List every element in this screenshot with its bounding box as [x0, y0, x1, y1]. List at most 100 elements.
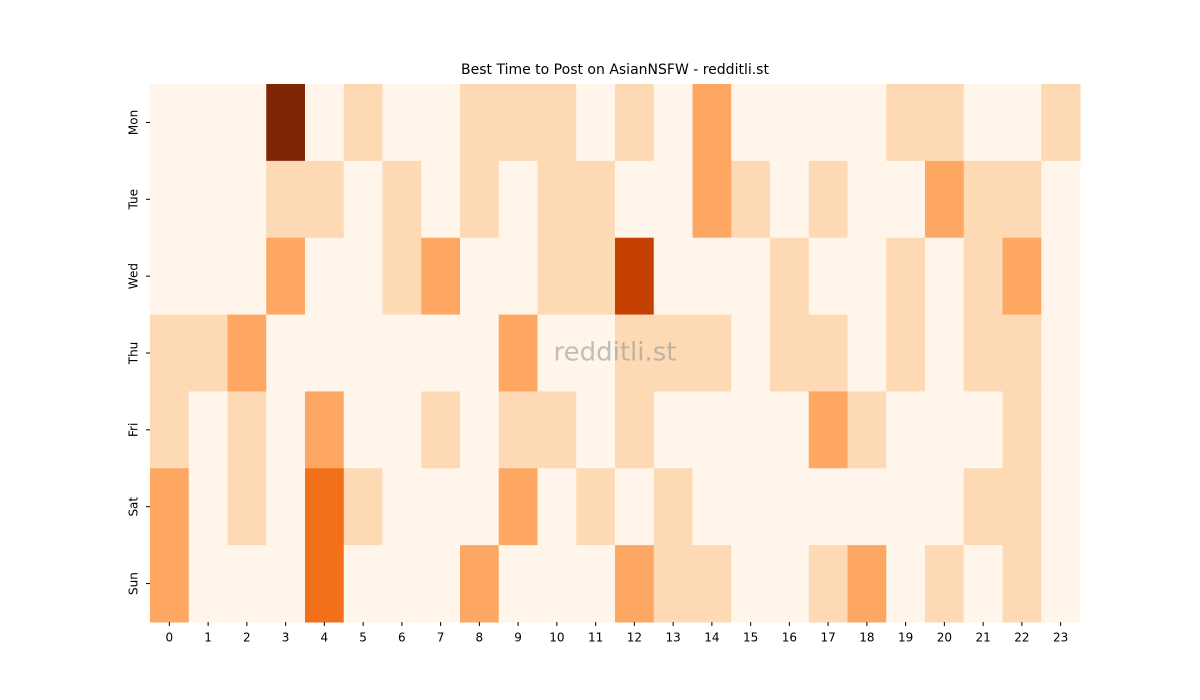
- heat-cell: [343, 84, 383, 162]
- heat-cell: [847, 160, 887, 239]
- x-tick-label: 18: [859, 631, 874, 645]
- heat-cell: [770, 314, 810, 392]
- heat-cell: [576, 468, 616, 546]
- heat-cell: [963, 237, 1003, 316]
- heat-cell: [576, 391, 616, 469]
- x-tick-label: 6: [398, 631, 406, 645]
- heat-cell: [576, 160, 616, 239]
- heat-cell: [731, 84, 771, 162]
- heat-cell: [731, 314, 771, 392]
- heat-cell: [731, 391, 771, 469]
- heat-cell: [421, 545, 461, 623]
- heat-cell: [1002, 314, 1042, 392]
- x-tick-label: 10: [549, 631, 564, 645]
- heat-cell: [731, 545, 771, 623]
- heat-cell: [925, 160, 965, 239]
- heat-cell: [653, 545, 693, 623]
- heat-cell: [692, 314, 732, 392]
- heat-cell: [925, 391, 965, 469]
- heat-cell: [227, 391, 267, 469]
- heat-cell: [188, 391, 228, 469]
- heat-cell: [576, 84, 616, 162]
- heat-cell: [343, 391, 383, 469]
- x-tick-label: 21: [975, 631, 990, 645]
- heat-cell: [770, 545, 810, 623]
- heat-cell: [498, 314, 538, 392]
- heat-cell: [343, 545, 383, 623]
- heat-cell: [692, 468, 732, 546]
- y-tick-label: Mon: [127, 110, 141, 135]
- heat-cell: [227, 468, 267, 546]
- heat-cell: [1002, 545, 1042, 623]
- heat-cell: [421, 160, 461, 239]
- heat-cell: [886, 160, 926, 239]
- heat-cell: [963, 545, 1003, 623]
- heat-cell: [266, 314, 306, 392]
- x-tick-label: 15: [743, 631, 758, 645]
- x-tick-label: 11: [588, 631, 603, 645]
- heat-cell: [692, 237, 732, 316]
- heat-cell: [808, 237, 848, 316]
- heat-cell: [615, 237, 655, 316]
- heat-cell: [925, 468, 965, 546]
- x-tick-label: 22: [1014, 631, 1029, 645]
- x-tick-label: 1: [204, 631, 212, 645]
- heat-cell: [615, 545, 655, 623]
- heat-cell: [150, 237, 190, 316]
- heat-cell: [537, 314, 577, 392]
- heat-cell: [847, 84, 887, 162]
- heat-cell: [460, 84, 500, 162]
- heat-cell: [537, 160, 577, 239]
- heat-cell: [847, 314, 887, 392]
- heat-cell: [653, 84, 693, 162]
- heat-cell: [615, 391, 655, 469]
- heat-cell: [188, 237, 228, 316]
- heat-cell: [770, 468, 810, 546]
- y-tick-label: Fri: [127, 423, 141, 437]
- heat-cell: [382, 468, 422, 546]
- heat-cell: [886, 84, 926, 162]
- heat-cell: [886, 314, 926, 392]
- heat-cell: [305, 468, 345, 546]
- heat-cell: [1041, 314, 1081, 392]
- x-tick-label: 5: [359, 631, 367, 645]
- heat-cell: [305, 160, 345, 239]
- heat-cell: [188, 468, 228, 546]
- heat-cell: [498, 237, 538, 316]
- heat-cell: [963, 160, 1003, 239]
- heat-cell: [421, 314, 461, 392]
- heat-cell: [498, 468, 538, 546]
- x-tick-label: 4: [321, 631, 329, 645]
- heat-cell: [963, 391, 1003, 469]
- heat-cell: [150, 160, 190, 239]
- heat-cell: [460, 314, 500, 392]
- heat-cell: [808, 314, 848, 392]
- heat-cell: [421, 237, 461, 316]
- heat-cell: [615, 160, 655, 239]
- heat-cell: [653, 160, 693, 239]
- heat-cell: [770, 391, 810, 469]
- heat-cell: [886, 237, 926, 316]
- heat-cell: [576, 314, 616, 392]
- x-tick-label: 0: [166, 631, 174, 645]
- heat-cell: [770, 237, 810, 316]
- heat-cell: [847, 391, 887, 469]
- heat-cell: [847, 237, 887, 316]
- y-tick-label: Tue: [127, 189, 141, 211]
- heat-cell: [1002, 391, 1042, 469]
- x-tick-label: 19: [898, 631, 913, 645]
- heat-cell: [421, 391, 461, 469]
- heat-cell: [537, 237, 577, 316]
- heat-cell: [615, 314, 655, 392]
- heat-cell: [537, 545, 577, 623]
- heat-cell: [266, 545, 306, 623]
- heat-cell: [343, 314, 383, 392]
- y-tick-label: Thu: [127, 342, 141, 366]
- heat-cell: [886, 391, 926, 469]
- heat-cell: [808, 391, 848, 469]
- heat-cell: [266, 468, 306, 546]
- x-tick-label: 7: [437, 631, 445, 645]
- heat-cell: [227, 314, 267, 392]
- heat-cell: [382, 160, 422, 239]
- heat-cell: [537, 468, 577, 546]
